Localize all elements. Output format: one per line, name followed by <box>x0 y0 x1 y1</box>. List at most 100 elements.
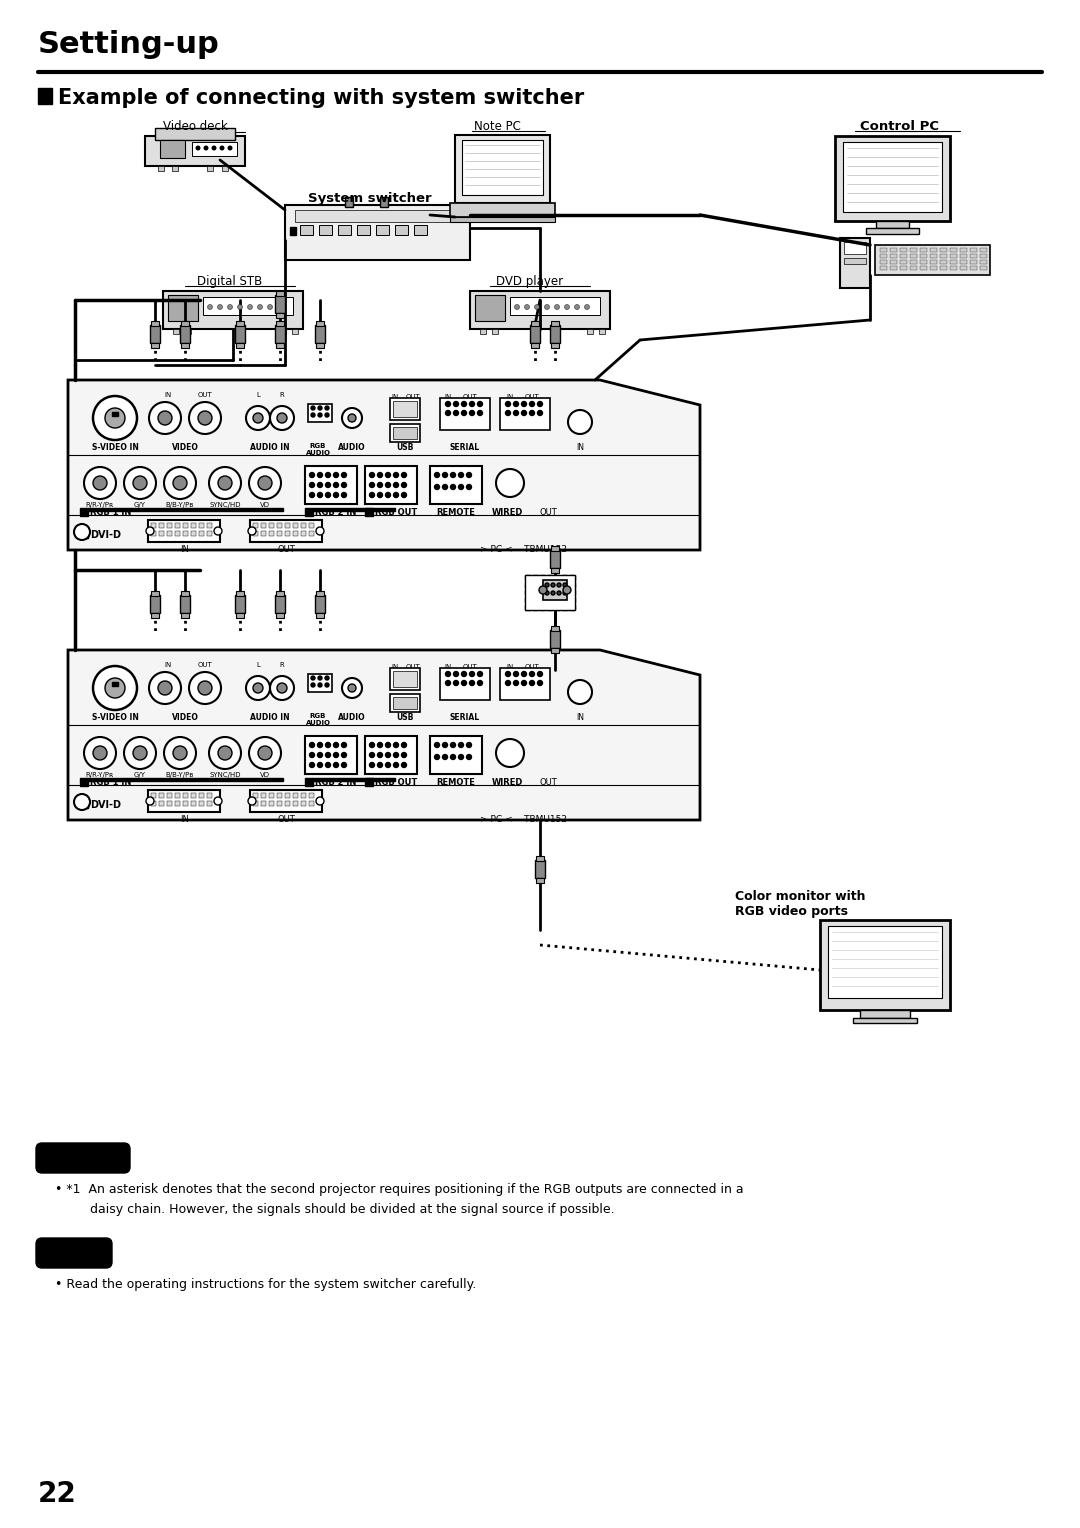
Bar <box>440 668 490 700</box>
Bar <box>145 136 245 167</box>
Bar <box>181 342 189 348</box>
Text: IN: IN <box>391 665 399 669</box>
Circle shape <box>446 671 450 677</box>
Text: IN: IN <box>180 545 189 555</box>
Circle shape <box>513 411 518 416</box>
Bar <box>313 507 395 510</box>
Bar <box>261 793 266 798</box>
Bar <box>875 244 990 275</box>
Circle shape <box>538 402 542 406</box>
Bar <box>151 613 159 617</box>
Bar <box>276 290 284 296</box>
Text: IN: IN <box>507 394 514 400</box>
Circle shape <box>318 483 323 487</box>
Text: OUT: OUT <box>406 665 420 669</box>
Bar <box>920 248 927 252</box>
Circle shape <box>450 755 456 759</box>
Bar <box>880 248 887 252</box>
Bar <box>167 532 172 536</box>
Bar <box>440 397 490 429</box>
Bar <box>835 136 950 222</box>
Bar <box>930 254 937 258</box>
Circle shape <box>539 587 546 594</box>
Bar <box>151 793 156 798</box>
Bar <box>900 248 907 252</box>
Circle shape <box>369 492 375 498</box>
Circle shape <box>402 752 406 758</box>
Bar <box>960 248 967 252</box>
Bar <box>980 266 987 270</box>
Bar <box>276 801 282 805</box>
Bar <box>551 321 559 325</box>
Bar <box>151 801 156 805</box>
Bar <box>960 260 967 264</box>
Circle shape <box>318 743 323 747</box>
Bar <box>920 260 927 264</box>
Circle shape <box>311 413 315 417</box>
Bar <box>181 591 189 596</box>
Text: R/R-Y/Pʀ: R/R-Y/Pʀ <box>86 503 114 507</box>
Bar <box>150 325 160 342</box>
Bar <box>462 141 543 196</box>
Bar <box>276 793 282 798</box>
Bar <box>112 413 118 416</box>
Bar <box>163 290 303 329</box>
Bar <box>390 668 420 691</box>
Bar <box>295 209 460 222</box>
Bar <box>173 329 179 335</box>
Circle shape <box>378 492 382 498</box>
Circle shape <box>538 680 542 686</box>
Bar <box>900 266 907 270</box>
Text: IN: IN <box>507 665 514 669</box>
Bar <box>183 793 188 798</box>
Circle shape <box>325 683 329 688</box>
Bar <box>269 523 274 529</box>
Bar <box>315 594 325 613</box>
Bar <box>890 254 897 258</box>
Circle shape <box>369 483 375 487</box>
Bar <box>900 260 907 264</box>
Bar <box>191 532 195 536</box>
Text: RGB 1 IN: RGB 1 IN <box>90 778 132 787</box>
FancyBboxPatch shape <box>36 1238 112 1268</box>
Circle shape <box>522 671 527 677</box>
Circle shape <box>529 402 535 406</box>
Circle shape <box>325 752 330 758</box>
Circle shape <box>249 736 281 769</box>
Bar <box>365 466 417 504</box>
Bar <box>301 801 306 805</box>
Bar <box>390 694 420 712</box>
Text: REMOTE: REMOTE <box>436 778 475 787</box>
Bar <box>172 167 178 171</box>
Circle shape <box>459 743 463 747</box>
Circle shape <box>393 743 399 747</box>
Bar <box>308 403 332 422</box>
Bar <box>309 532 314 536</box>
Bar <box>151 523 156 529</box>
Bar <box>910 266 917 270</box>
Bar <box>301 793 306 798</box>
Circle shape <box>522 411 527 416</box>
Circle shape <box>217 304 222 310</box>
Text: DVI-D: DVI-D <box>90 530 121 539</box>
Bar <box>112 681 118 686</box>
Polygon shape <box>68 380 700 550</box>
Bar <box>880 260 887 264</box>
Circle shape <box>268 304 272 310</box>
Text: Example of connecting with system switcher: Example of connecting with system switch… <box>58 89 584 108</box>
Text: Control PC: Control PC <box>861 121 940 133</box>
Bar <box>950 254 957 258</box>
Bar <box>950 260 957 264</box>
Bar <box>192 142 237 156</box>
Bar <box>536 879 544 883</box>
Bar <box>253 801 258 805</box>
Text: OUT: OUT <box>198 662 213 668</box>
Bar <box>365 778 373 785</box>
Bar <box>890 248 897 252</box>
Circle shape <box>311 406 315 410</box>
Text: OUT: OUT <box>278 545 295 555</box>
Bar <box>319 225 332 235</box>
Bar <box>292 329 298 335</box>
Text: OUT: OUT <box>462 394 477 400</box>
Circle shape <box>369 752 375 758</box>
